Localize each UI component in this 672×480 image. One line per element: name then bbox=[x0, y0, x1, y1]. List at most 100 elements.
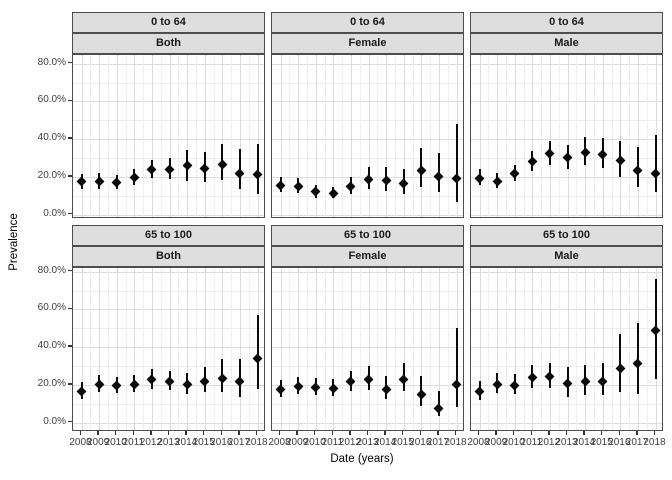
gridline-major-v bbox=[585, 268, 587, 430]
y-tick bbox=[68, 307, 72, 310]
gridline-major-v bbox=[81, 55, 83, 217]
x-tick-label: 2008 bbox=[467, 437, 490, 448]
y-tick bbox=[68, 345, 72, 347]
gridline-minor-v bbox=[342, 268, 344, 430]
gridline-major-v bbox=[386, 268, 388, 430]
gridline-minor-h bbox=[272, 120, 463, 122]
confidence-interval bbox=[455, 328, 458, 408]
point-estimate bbox=[398, 374, 409, 385]
point-estimate bbox=[509, 380, 520, 391]
gridline-minor-v bbox=[593, 55, 595, 217]
point-estimate bbox=[146, 374, 157, 385]
gridline-major-h bbox=[272, 422, 463, 424]
gridline-minor-v bbox=[178, 268, 180, 430]
x-tick-label: 2015 bbox=[192, 437, 215, 448]
point-estimate bbox=[650, 325, 661, 336]
gridline-major-v bbox=[298, 55, 300, 217]
gridline-major-v bbox=[549, 268, 551, 430]
facet-strip-age: 0 to 64 bbox=[271, 12, 464, 33]
x-tick bbox=[530, 431, 533, 435]
gridline-minor-v bbox=[195, 55, 197, 217]
confidence-interval bbox=[654, 135, 657, 192]
gridline-major-v bbox=[81, 268, 83, 430]
x-tick bbox=[366, 431, 369, 435]
gridline-major-v bbox=[169, 55, 171, 217]
x-tick bbox=[548, 431, 550, 435]
gridline-major-v bbox=[602, 268, 604, 430]
y-tick-label: 40.0% bbox=[37, 132, 66, 144]
gridline-major-v bbox=[239, 55, 241, 217]
gridline-major-v bbox=[532, 55, 534, 217]
gridline-minor-h bbox=[471, 403, 662, 405]
facet-strip-sex: Male bbox=[470, 246, 663, 267]
gridline-minor-h bbox=[73, 82, 264, 84]
facet-strip-sex: Female bbox=[271, 246, 464, 267]
point-estimate bbox=[182, 379, 193, 390]
gridline-major-v bbox=[497, 268, 499, 430]
gridline-major-v bbox=[620, 55, 622, 217]
gridline-minor-h bbox=[73, 365, 264, 367]
gridline-major-v bbox=[333, 268, 335, 430]
gridline-major-h bbox=[272, 347, 463, 349]
gridline-minor-h bbox=[272, 195, 463, 197]
gridline-major-v bbox=[315, 268, 317, 430]
gridline-minor-h bbox=[272, 403, 463, 405]
gridline-minor-h bbox=[73, 290, 264, 292]
x-tick bbox=[202, 431, 205, 435]
gridline-minor-v bbox=[558, 55, 560, 217]
gridline-major-v bbox=[99, 268, 101, 430]
gridline-major-v bbox=[386, 55, 388, 217]
point-estimate bbox=[76, 176, 87, 187]
x-tick-label: 2010 bbox=[502, 437, 525, 448]
y-tick-label: 80.0% bbox=[37, 56, 66, 68]
point-estimate bbox=[275, 384, 286, 395]
gridline-major-h bbox=[471, 139, 662, 141]
gridline-minor-v bbox=[505, 268, 507, 430]
gridline-major-v bbox=[567, 268, 569, 430]
point-estimate bbox=[275, 180, 286, 191]
point-estimate bbox=[146, 164, 157, 175]
facet-strip-sex: Both bbox=[72, 246, 265, 267]
gridline-minor-v bbox=[231, 268, 233, 430]
gridline-minor-v bbox=[394, 268, 396, 430]
x-tick bbox=[97, 431, 99, 435]
gridline-major-v bbox=[497, 55, 499, 217]
y-axis-title: Prevalence bbox=[8, 213, 20, 271]
gridline-minor-v bbox=[324, 268, 326, 430]
x-tick bbox=[185, 431, 187, 435]
point-estimate bbox=[164, 164, 175, 175]
y-tick-label: 20.0% bbox=[37, 377, 66, 389]
x-tick-label: 2014 bbox=[174, 437, 198, 448]
confidence-interval bbox=[455, 124, 458, 203]
gridline-minor-h bbox=[272, 290, 463, 292]
gridline-minor-v bbox=[523, 55, 525, 217]
point-estimate bbox=[562, 378, 573, 389]
gridline-major-h bbox=[272, 214, 463, 216]
x-tick bbox=[653, 431, 656, 435]
y-tick bbox=[68, 212, 72, 215]
facet-strip-age: 65 to 100 bbox=[470, 225, 663, 246]
point-estimate bbox=[252, 353, 263, 364]
point-estimate bbox=[111, 380, 122, 391]
gridline-minor-h bbox=[73, 195, 264, 197]
point-estimate bbox=[544, 148, 555, 159]
gridline-major-v bbox=[257, 55, 259, 217]
point-estimate bbox=[182, 160, 193, 171]
gridline-minor-v bbox=[143, 268, 145, 430]
x-tick bbox=[167, 431, 170, 435]
gridline-major-h bbox=[73, 214, 264, 216]
x-tick bbox=[313, 431, 316, 435]
gridline-minor-h bbox=[272, 328, 463, 330]
y-tick bbox=[68, 137, 72, 139]
gridline-major-h bbox=[471, 101, 662, 103]
x-tick-label: 2013 bbox=[157, 437, 180, 448]
gridline-minor-v bbox=[107, 55, 109, 217]
confidence-interval bbox=[256, 143, 259, 194]
y-tick-label: 0.0% bbox=[43, 415, 66, 427]
x-tick bbox=[79, 431, 82, 435]
gridline-major-v bbox=[116, 268, 118, 430]
point-estimate bbox=[474, 173, 485, 184]
gridline-minor-v bbox=[248, 268, 250, 430]
x-tick-label: 2018 bbox=[643, 437, 666, 448]
gridline-minor-h bbox=[471, 195, 662, 197]
